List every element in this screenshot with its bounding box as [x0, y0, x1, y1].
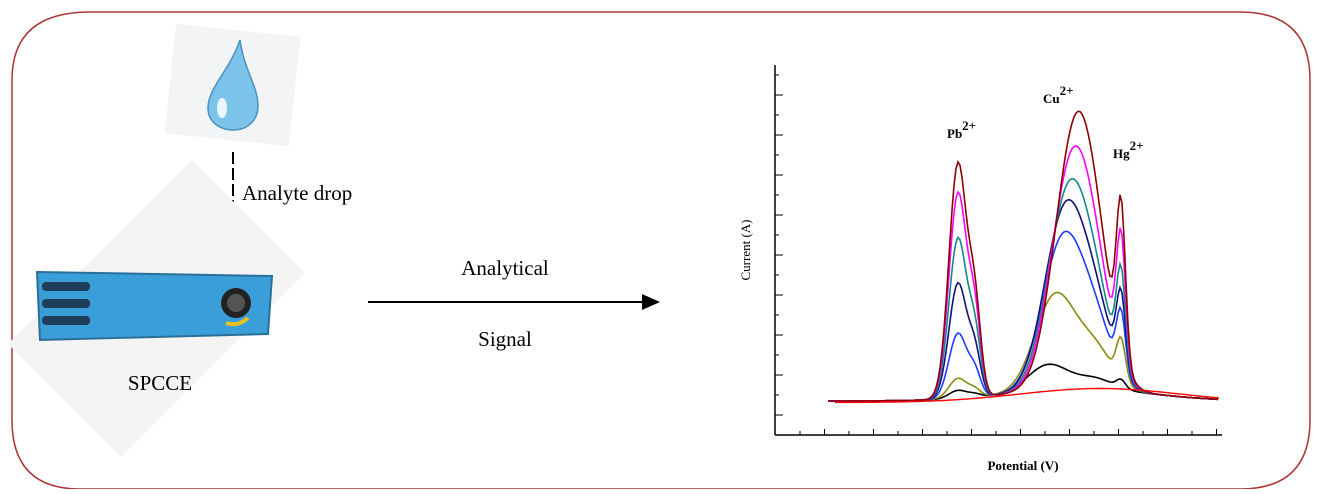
electrode-icon [7, 160, 305, 458]
peak-label: Hg2+ [1113, 138, 1144, 161]
arrow-bottom-label: Signal [478, 327, 532, 351]
peak-ion: Cu [1043, 91, 1060, 106]
peak-label: Cu2+ [1043, 83, 1074, 106]
arrow-top-label: Analytical [461, 256, 549, 280]
drop-icon [164, 23, 301, 147]
plot: Current (A) Potential (V) Pb2+ Cu2+ Hg2+ [738, 65, 1222, 473]
peak-charge: 2+ [1060, 83, 1074, 98]
y-axis-label: Current (A) [738, 219, 753, 280]
signal-arrow-head [642, 294, 660, 310]
curve [828, 291, 1219, 402]
curve [828, 145, 1219, 402]
drop-label: Analyte drop [242, 181, 352, 205]
peak-ion: Pb [947, 126, 962, 141]
peak-charge: 2+ [962, 118, 976, 133]
peak-ion: Hg [1113, 146, 1130, 161]
curve [828, 198, 1219, 402]
baseline-curve [835, 387, 1220, 404]
peak-charge: 2+ [1130, 138, 1144, 153]
curve [828, 110, 1219, 402]
x-axis-label: Potential (V) [987, 458, 1058, 473]
peak-label: Pb2+ [947, 118, 976, 141]
electrode-label: SPCCE [128, 371, 192, 395]
